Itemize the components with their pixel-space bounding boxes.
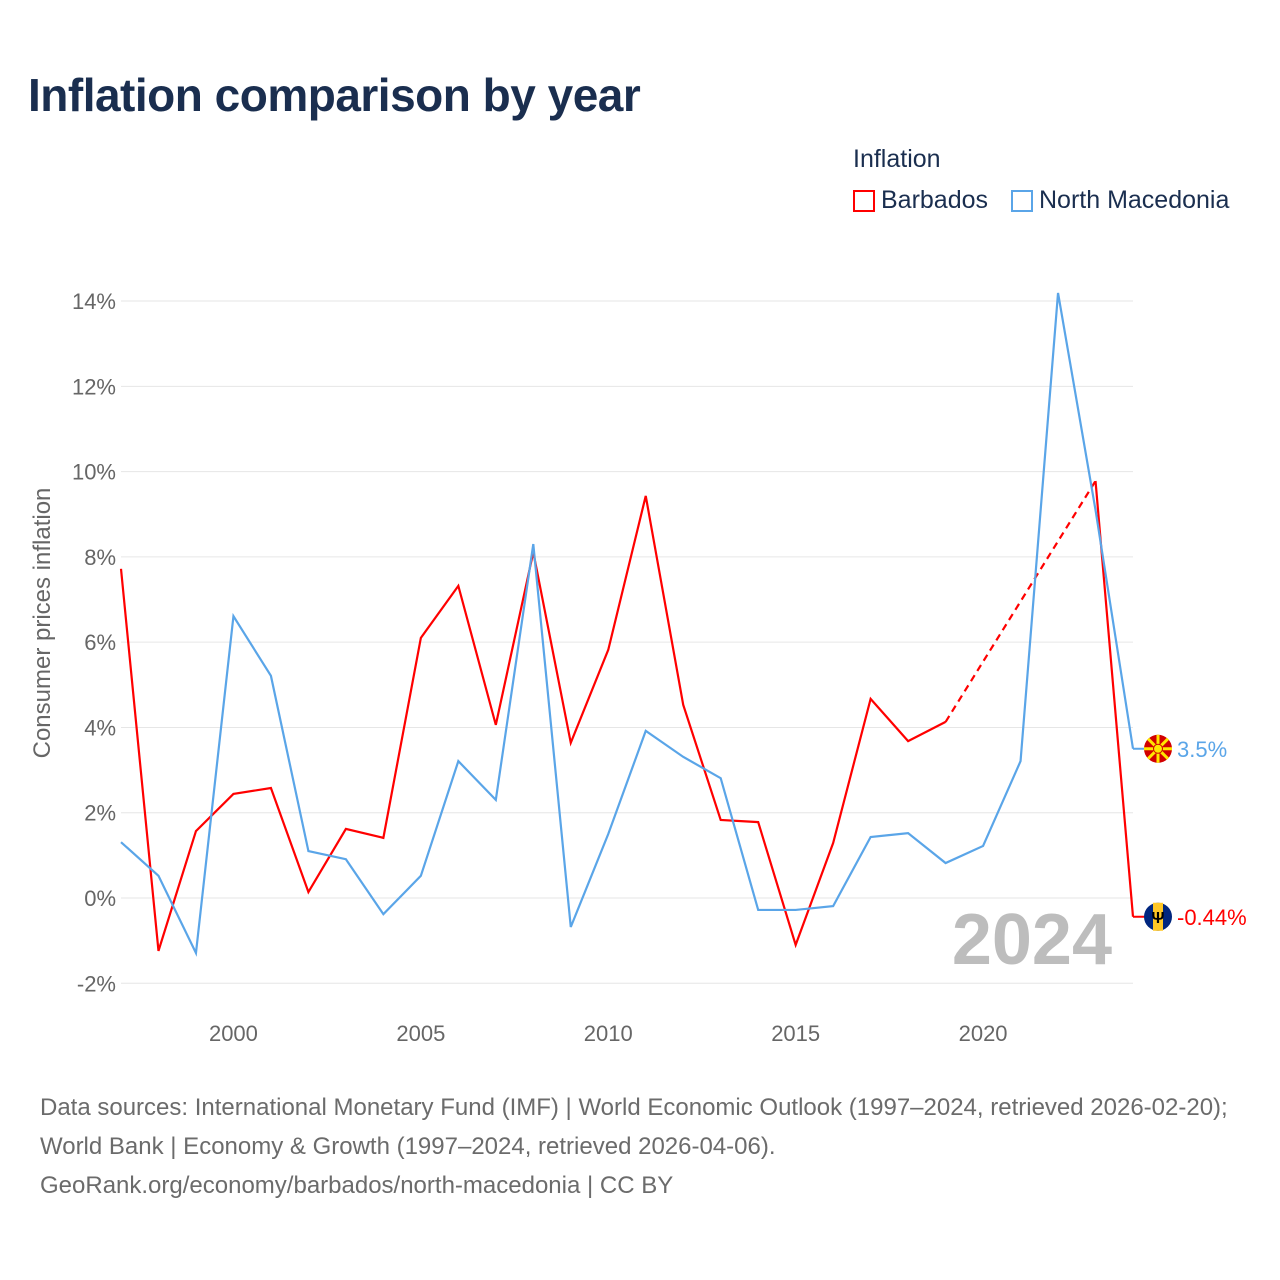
trident-icon: Ψ	[1152, 910, 1165, 927]
y-tick-label: 2%	[84, 801, 116, 826]
barbados-flag-stripe	[1153, 902, 1163, 931]
legend-title: Inflation	[853, 145, 941, 173]
year-watermark: 2024	[952, 900, 1112, 980]
y-tick-label: 10%	[72, 460, 116, 485]
x-tick-label: 2010	[584, 1021, 633, 1046]
y-tick-label: 14%	[72, 289, 116, 314]
y-tick-label: 8%	[84, 545, 116, 570]
legend-swatch-barbados	[853, 189, 875, 212]
y-tick-label: 6%	[84, 630, 116, 655]
y-axis-label: Consumer prices inflation	[29, 488, 56, 759]
source-line: Data sources: International Monetary Fun…	[40, 1094, 1228, 1160]
end-label-barbados: -0.44%	[1177, 905, 1247, 930]
y-tick-label: -2%	[77, 971, 116, 996]
series-line-north-macedonia	[120, 292, 1135, 957]
legend-label: Barbados	[881, 186, 989, 214]
legend-swatch-north-macedonia	[1011, 189, 1033, 212]
x-tick-label: 2000	[209, 1021, 258, 1046]
y-tick-label: 0%	[84, 886, 116, 911]
y-tick-label: 4%	[84, 715, 116, 740]
legend-item-barbados[interactable]: Barbados	[853, 186, 988, 215]
x-tick-label: 2005	[396, 1021, 445, 1046]
legend-label: North Macedonia	[1039, 186, 1230, 214]
x-tick-label: 2015	[771, 1021, 820, 1046]
source-url[interactable]: GeoRank.org/economy/barbados/north-maced…	[40, 1172, 674, 1199]
end-label-north-macedonia: 3.5%	[1177, 737, 1227, 762]
sun-icon	[1153, 743, 1163, 754]
y-tick-label: 12%	[72, 374, 116, 399]
series-line-barbados	[119, 495, 947, 952]
series-gap-barbados	[944, 480, 1097, 723]
x-tick-label: 2020	[959, 1021, 1008, 1046]
chart-title: Inflation comparison by year	[28, 69, 641, 121]
source-note: Data sources: International Monetary Fun…	[40, 1088, 1250, 1205]
legend-item-north-macedonia[interactable]: North Macedonia	[1011, 186, 1229, 215]
